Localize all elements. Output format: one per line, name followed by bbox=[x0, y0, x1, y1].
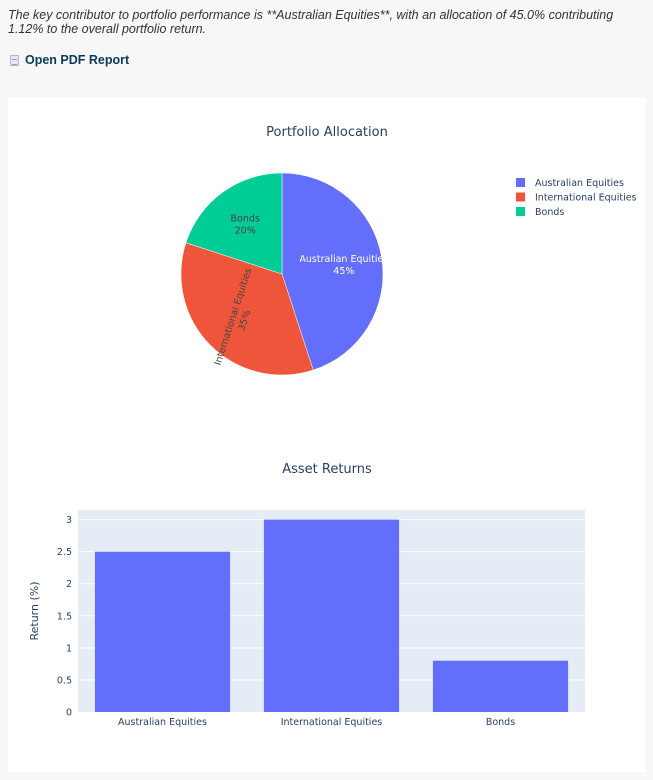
x-tick-label-bonds: Bonds bbox=[486, 717, 515, 728]
bar-international-equities[interactable] bbox=[263, 519, 400, 712]
pie-chart-title: Portfolio Allocation bbox=[266, 125, 388, 140]
y-tick-label: 2.5 bbox=[57, 547, 72, 558]
pie-label-name: Bonds bbox=[231, 213, 260, 224]
bar-y-tick-labels: 0 0.5 1 1.5 2 2.5 3 bbox=[57, 515, 72, 718]
pie-chart bbox=[180, 172, 384, 376]
bar-x-tick-labels: Australian Equities International Equitie… bbox=[118, 717, 515, 728]
open-pdf-report-link[interactable]: Open PDF Report bbox=[10, 53, 129, 67]
pie-label-name: Australian Equities bbox=[299, 254, 388, 265]
bar-australian-equities[interactable] bbox=[94, 551, 231, 712]
legend-swatch-australian-equities[interactable] bbox=[516, 178, 525, 187]
legend-label-international-equities[interactable]: International Equities bbox=[535, 193, 637, 204]
pie-legend: Australian Equities International Equitie… bbox=[516, 178, 637, 218]
summary-text: The key contributor to portfolio perform… bbox=[8, 8, 614, 36]
y-tick-label: 1 bbox=[66, 643, 72, 654]
legend-swatch-bonds[interactable] bbox=[516, 207, 525, 216]
open-pdf-report-label: Open PDF Report bbox=[25, 53, 130, 67]
pie-label-percent: 45% bbox=[333, 266, 354, 277]
document-icon bbox=[10, 54, 19, 66]
bar-series bbox=[94, 519, 569, 712]
legend-label-bonds[interactable]: Bonds bbox=[535, 207, 564, 218]
x-tick-label-international-equities: International Equities bbox=[281, 717, 383, 728]
y-tick-label: 1.5 bbox=[57, 611, 72, 622]
bar-chart-title: Asset Returns bbox=[282, 462, 372, 477]
y-tick-label: 0 bbox=[66, 708, 72, 719]
pie-slice-bonds[interactable] bbox=[185, 172, 283, 275]
legend-swatch-international-equities[interactable] bbox=[516, 192, 525, 202]
bar-bonds[interactable] bbox=[432, 660, 569, 712]
y-tick-label: 3 bbox=[66, 515, 72, 526]
bar-y-axis-label: Return (%) bbox=[28, 581, 41, 640]
charts-svg: Portfolio Allocation Australian Equities… bbox=[28, 125, 637, 728]
pie-slice-international-equities[interactable] bbox=[180, 242, 314, 376]
x-tick-label-australian-equities: Australian Equities bbox=[118, 717, 207, 728]
y-tick-label: 2 bbox=[66, 579, 72, 590]
pie-label-percent: 20% bbox=[235, 225, 256, 236]
chart-card: Portfolio Allocation Australian Equities… bbox=[8, 97, 646, 772]
y-tick-label: 0.5 bbox=[57, 675, 72, 686]
legend-label-australian-equities[interactable]: Australian Equities bbox=[535, 178, 624, 189]
pie-slice-australian-equities[interactable] bbox=[281, 172, 384, 371]
